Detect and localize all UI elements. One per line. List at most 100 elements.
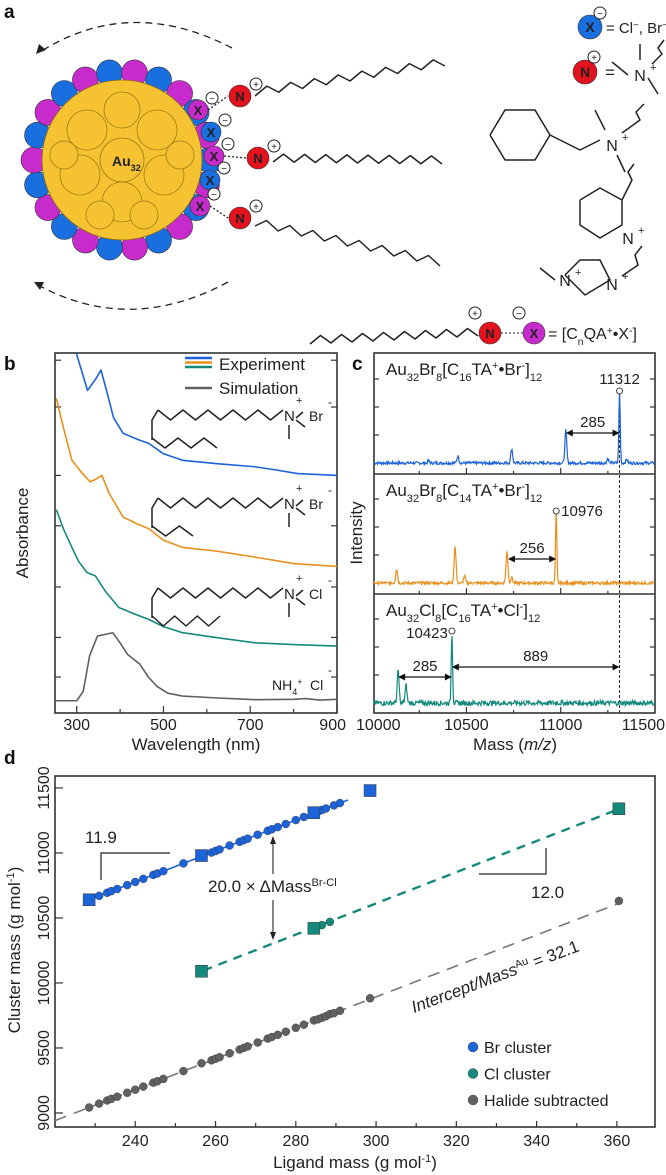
alkyl-chain bbox=[254, 59, 446, 97]
legend-simulation: Simulation bbox=[219, 379, 298, 398]
alkyl-chain bbox=[254, 219, 441, 267]
data-point-blue bbox=[273, 822, 282, 832]
imidazolium-n: N bbox=[559, 273, 571, 290]
cluster-mass-chart: 240 260 280 300 320 340 360 9000 9500 10000 10500 1… bbox=[5, 766, 656, 1172]
ammonium-symbol: N bbox=[235, 89, 244, 104]
spectrum-orange bbox=[373, 509, 655, 587]
slope-label-cl: 12.0 bbox=[531, 883, 564, 902]
legend-halide-ion bbox=[577, 14, 603, 40]
mass-difference-label: 889 bbox=[523, 648, 548, 665]
legend-experiment: Experiment bbox=[219, 355, 305, 374]
plus-sign: + bbox=[296, 483, 302, 495]
bond bbox=[549, 134, 601, 151]
data-point-gray bbox=[94, 1099, 104, 1108]
c-x-tick-label: 11500 bbox=[622, 717, 665, 734]
halide-symbol: X bbox=[207, 125, 216, 140]
alkyl-chain bbox=[151, 587, 159, 618]
spectrum-teal bbox=[373, 636, 656, 708]
structure-c16ta-br: N+ Br- bbox=[151, 395, 332, 449]
plus-charge-icon bbox=[249, 77, 263, 91]
peak-marker bbox=[616, 387, 624, 395]
data-point-gray bbox=[273, 1030, 282, 1040]
c-x-tick-label: 10500 bbox=[444, 717, 489, 734]
data-point-blue bbox=[225, 841, 234, 850]
d-y-tick-label: 10000 bbox=[36, 961, 53, 1006]
ammonium-chloride-cation: NH4+ bbox=[272, 677, 303, 697]
mass-spectra-chart: Intensity 10000 10500 11000 11500 Mass (m/z)… bbox=[347, 352, 665, 754]
d-y-axis-label: Cluster mass (g mol-1) bbox=[5, 867, 24, 1034]
alkyl-chain bbox=[151, 615, 221, 627]
benzyl-ammonium-plus: + bbox=[622, 132, 628, 144]
alkyl-chain bbox=[151, 497, 159, 528]
d-x-tick-label: 240 bbox=[122, 1133, 149, 1150]
halide-symbol: X bbox=[196, 199, 205, 214]
gold-atom bbox=[85, 200, 115, 230]
d-x-axis-label: Ligand mass (g mol-1) bbox=[273, 1153, 437, 1172]
data-point-blue bbox=[123, 880, 132, 890]
bond bbox=[594, 109, 606, 131]
gold-atom bbox=[129, 200, 159, 230]
data-point-blue bbox=[139, 874, 148, 884]
wavy-bond bbox=[621, 103, 645, 134]
data-point-blue bbox=[281, 819, 290, 829]
bond bbox=[295, 419, 306, 428]
data-point-gray bbox=[243, 1042, 252, 1051]
wavy-bond bbox=[651, 39, 665, 65]
data-square-teal bbox=[307, 922, 321, 935]
d-x-tick-label: 280 bbox=[282, 1133, 309, 1150]
plus-charge-icon bbox=[249, 199, 263, 213]
mass-difference-label: 285 bbox=[412, 658, 437, 675]
ammonium-n: N bbox=[284, 496, 295, 513]
plus-sign: + bbox=[296, 395, 302, 407]
halide-ion bbox=[200, 121, 222, 143]
trimethylammonium-plus: + bbox=[650, 62, 656, 74]
data-point-gray bbox=[84, 1103, 94, 1112]
minus-sign: - bbox=[328, 573, 332, 587]
legend-marker-gray bbox=[467, 1094, 479, 1106]
legend-ammonium-symbol: N bbox=[580, 64, 590, 80]
alkyl-chain bbox=[309, 327, 479, 345]
minus-sign: - bbox=[328, 395, 332, 409]
formula-halide-ion bbox=[522, 321, 546, 345]
data-point-gray bbox=[159, 1074, 168, 1084]
imidazolium-n2-plus: + bbox=[622, 271, 628, 283]
panel-label-a: a bbox=[4, 2, 15, 23]
data-point-blue bbox=[131, 877, 140, 887]
trimethylammonium-n: N bbox=[634, 68, 646, 85]
minus-charge-icon bbox=[593, 6, 607, 20]
ammonium-ion bbox=[228, 206, 252, 230]
data-point-blue bbox=[243, 834, 252, 843]
minus-sign: − bbox=[221, 164, 227, 175]
b-series-teal bbox=[55, 509, 337, 647]
data-point-gray bbox=[253, 1038, 262, 1047]
data-point-gray bbox=[179, 1066, 188, 1076]
data-square-teal bbox=[195, 965, 208, 978]
minus-sign: − bbox=[209, 94, 215, 105]
legend-label: Halide subtracted bbox=[484, 1093, 609, 1110]
b-series-gray bbox=[55, 631, 337, 702]
plus-sign: + bbox=[472, 309, 478, 320]
legend-marker-teal bbox=[467, 1068, 479, 1079]
peak-label: 11312 bbox=[599, 371, 640, 388]
data-point-gray bbox=[131, 1085, 140, 1094]
imidazole-ring bbox=[564, 259, 611, 296]
data-point-blue bbox=[321, 804, 331, 813]
d-x-tick-label: 300 bbox=[363, 1133, 390, 1150]
panel-label-d: d bbox=[4, 748, 16, 769]
data-point-gray bbox=[299, 1020, 309, 1029]
mass-difference-label: 285 bbox=[580, 414, 605, 431]
minus-charge-icon bbox=[207, 187, 221, 201]
ammonium-n: N bbox=[284, 586, 295, 603]
d-plot-frame bbox=[54, 775, 656, 1128]
arrowhead-icon bbox=[34, 282, 44, 290]
b-x-tick-label: 500 bbox=[150, 717, 177, 734]
pyridinium-n: N bbox=[622, 231, 634, 248]
data-point-gray bbox=[225, 1049, 234, 1058]
data-point-blue bbox=[253, 830, 262, 839]
data-square-blue bbox=[307, 806, 321, 819]
minus-sign: − bbox=[597, 9, 603, 20]
rotation-arc-bottom bbox=[37, 281, 229, 310]
minus-charge-icon bbox=[512, 306, 526, 320]
